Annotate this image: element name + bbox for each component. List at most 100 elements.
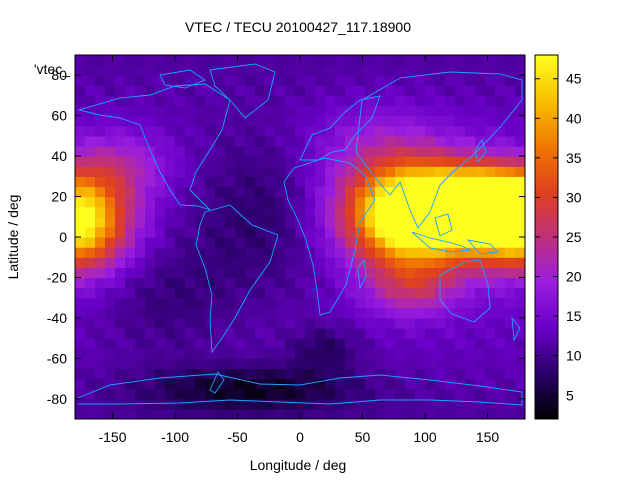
heatmap-cell: [315, 368, 326, 380]
heatmap-cell: [185, 176, 196, 188]
heatmap-cell: [385, 226, 396, 238]
heatmap-cell: [485, 216, 496, 228]
heatmap-cell: [375, 196, 386, 208]
heatmap-cell: [205, 85, 216, 97]
heatmap-cell: [135, 297, 146, 309]
heatmap-cell: [395, 105, 406, 117]
heatmap-cell: [135, 348, 146, 359]
heatmap-cell: [455, 146, 466, 157]
heatmap-cell: [435, 378, 446, 390]
heatmap-cell: [75, 317, 86, 329]
heatmap-cell: [285, 307, 296, 319]
heatmap-cell: [315, 267, 326, 279]
heatmap-cell: [175, 166, 186, 177]
heatmap-cell: [335, 277, 346, 289]
heatmap-cell: [345, 328, 356, 339]
heatmap-cell: [305, 115, 316, 127]
heatmap-cell: [235, 398, 246, 410]
heatmap-cell: [125, 146, 136, 157]
heatmap-cell: [365, 115, 376, 127]
heatmap-cell: [225, 328, 236, 339]
heatmap-cell: [505, 348, 516, 359]
heatmap-cell: [185, 166, 196, 177]
heatmap-cell: [245, 378, 256, 390]
heatmap-cell: [475, 55, 486, 66]
heatmap-cell: [255, 135, 266, 147]
heatmap-cell: [355, 267, 366, 279]
heatmap-cell: [415, 206, 426, 218]
coastline-new-guinea: [466, 239, 499, 255]
heatmap-cell: [135, 378, 146, 390]
heatmap-cell: [455, 247, 466, 258]
heatmap-cell: [325, 75, 336, 86]
heatmap-cell: [75, 85, 86, 97]
heatmap-cell: [445, 287, 456, 299]
heatmap-cell: [305, 176, 316, 188]
heatmap-cell: [355, 186, 366, 198]
heatmap-cell: [155, 146, 166, 157]
heatmap-cell: [135, 115, 146, 127]
heatmap-cell: [375, 348, 386, 359]
heatmap-cell: [215, 146, 226, 157]
heatmap-cell: [335, 146, 346, 157]
heatmap-cell: [335, 378, 346, 390]
heatmap-cell: [365, 277, 376, 289]
heatmap-cell: [485, 105, 496, 117]
heatmap-cell: [505, 166, 516, 177]
heatmap-cell: [215, 75, 226, 86]
heatmap-cell: [355, 388, 366, 400]
heatmap-cell: [425, 408, 436, 419]
heatmap-cell: [435, 348, 446, 359]
heatmap-cell: [465, 186, 476, 198]
heatmap-cell: [485, 55, 496, 66]
heatmap-cell: [485, 75, 496, 86]
heatmap-cell: [285, 368, 296, 380]
heatmap-cell: [175, 398, 186, 410]
heatmap-cell: [115, 95, 126, 107]
heatmap-cell: [95, 378, 106, 390]
heatmap-cell: [125, 206, 136, 218]
heatmap-cell: [445, 206, 456, 218]
heatmap-cell: [175, 358, 186, 370]
heatmap-cell: [75, 156, 86, 167]
heatmap-cell: [125, 75, 136, 86]
heatmap-cell: [385, 257, 396, 268]
heatmap-cell: [175, 196, 186, 208]
heatmap-cell: [325, 176, 336, 188]
heatmap-cell: [175, 307, 186, 319]
heatmap-cell: [75, 408, 86, 419]
heatmap-cell: [365, 348, 376, 359]
heatmap-cell: [335, 408, 346, 419]
heatmap-cell: [325, 156, 336, 167]
heatmap-cell: [75, 115, 86, 127]
heatmap-cell: [105, 388, 116, 400]
heatmap-cell: [255, 267, 266, 279]
heatmap-cell: [165, 408, 176, 419]
heatmap-cell: [435, 267, 446, 279]
heatmap-cell: [315, 105, 326, 117]
heatmap-cell: [225, 388, 236, 400]
heatmap-cell: [255, 277, 266, 289]
heatmap-cell: [345, 186, 356, 198]
heatmap-cell: [215, 176, 226, 188]
heatmap-cell: [85, 317, 96, 329]
heatmap-cell: [445, 156, 456, 167]
heatmap-cell: [355, 125, 366, 137]
heatmap-cell: [425, 247, 436, 258]
heatmap-cell: [335, 115, 346, 127]
heatmap-cell: [445, 247, 456, 258]
heatmap-cell: [175, 237, 186, 248]
coastline-arctic-islands: [159, 69, 206, 89]
heatmap-cell: [415, 105, 426, 117]
heatmap-cell: [305, 378, 316, 390]
heatmap-cell: [105, 206, 116, 218]
heatmap-cell: [385, 65, 396, 76]
heatmap-cell: [315, 186, 326, 198]
heatmap-cell: [175, 338, 186, 349]
heatmap-cell: [435, 237, 446, 248]
heatmap-cell: [275, 105, 286, 117]
heatmap-cell: [355, 206, 366, 218]
heatmap-cell: [405, 388, 416, 400]
heatmap-cell: [385, 408, 396, 419]
heatmap-cell: [495, 166, 506, 177]
